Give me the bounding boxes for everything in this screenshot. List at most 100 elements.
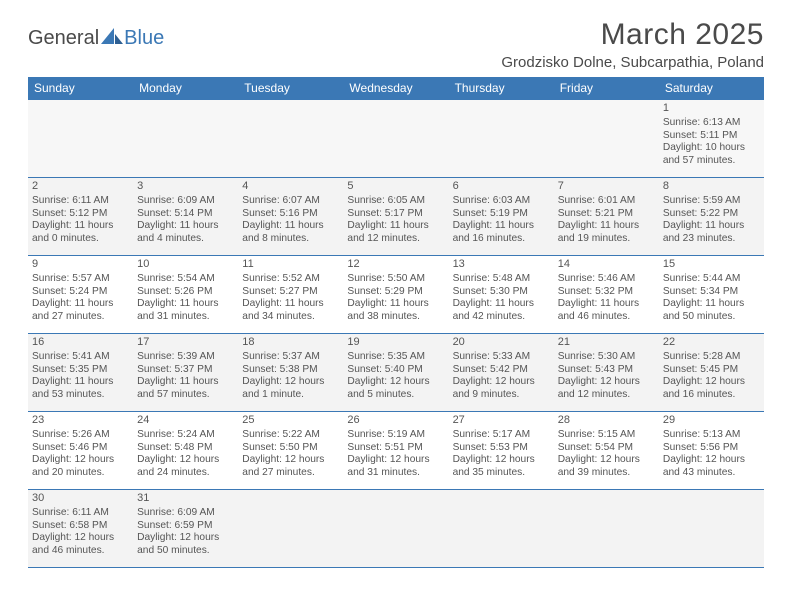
daylight-line: and 1 minute. (242, 389, 339, 402)
calendar-week-row: 1Sunrise: 6:13 AMSunset: 5:11 PMDaylight… (28, 100, 764, 178)
daylight-line: and 38 minutes. (347, 311, 444, 324)
day-header-row: Sunday Monday Tuesday Wednesday Thursday… (28, 77, 764, 100)
calendar-day-cell: 20Sunrise: 5:33 AMSunset: 5:42 PMDayligh… (449, 334, 554, 412)
sunrise-line: Sunrise: 5:52 AM (242, 273, 339, 286)
daylight-line: Daylight: 12 hours (453, 376, 550, 389)
daylight-line: and 4 minutes. (137, 233, 234, 246)
daylight-line: Daylight: 11 hours (453, 220, 550, 233)
sunset-line: Sunset: 5:54 PM (558, 442, 655, 455)
daylight-line: and 35 minutes. (453, 467, 550, 480)
daylight-line: and 31 minutes. (137, 311, 234, 324)
sunset-line: Sunset: 5:30 PM (453, 286, 550, 299)
sunset-line: Sunset: 5:45 PM (663, 364, 760, 377)
daylight-line: Daylight: 12 hours (32, 454, 129, 467)
daylight-line: Daylight: 12 hours (242, 454, 339, 467)
daylight-line: and 27 minutes. (242, 467, 339, 480)
sunrise-line: Sunrise: 6:07 AM (242, 195, 339, 208)
day-header: Saturday (659, 77, 764, 100)
sunset-line: Sunset: 5:51 PM (347, 442, 444, 455)
calendar-day-cell: 27Sunrise: 5:17 AMSunset: 5:53 PMDayligh… (449, 412, 554, 490)
sunset-line: Sunset: 5:37 PM (137, 364, 234, 377)
sunrise-line: Sunrise: 6:05 AM (347, 195, 444, 208)
day-header: Friday (554, 77, 659, 100)
daylight-line: Daylight: 12 hours (137, 454, 234, 467)
daylight-line: Daylight: 11 hours (137, 220, 234, 233)
sunrise-line: Sunrise: 5:44 AM (663, 273, 760, 286)
calendar-week-row: 2Sunrise: 6:11 AMSunset: 5:12 PMDaylight… (28, 178, 764, 256)
calendar-day-cell: 1Sunrise: 6:13 AMSunset: 5:11 PMDaylight… (659, 100, 764, 178)
sunrise-line: Sunrise: 5:24 AM (137, 429, 234, 442)
daylight-line: and 34 minutes. (242, 311, 339, 324)
logo-text-general: General (28, 27, 99, 50)
calendar-day-cell: 29Sunrise: 5:13 AMSunset: 5:56 PMDayligh… (659, 412, 764, 490)
day-number: 20 (453, 336, 550, 350)
calendar-day-cell: 22Sunrise: 5:28 AMSunset: 5:45 PMDayligh… (659, 334, 764, 412)
sunrise-line: Sunrise: 5:33 AM (453, 351, 550, 364)
daylight-line: and 27 minutes. (32, 311, 129, 324)
day-number: 16 (32, 336, 129, 350)
daylight-line: and 16 minutes. (453, 233, 550, 246)
day-number: 2 (32, 180, 129, 194)
sunrise-line: Sunrise: 5:46 AM (558, 273, 655, 286)
sunset-line: Sunset: 5:11 PM (663, 130, 760, 143)
sunrise-line: Sunrise: 5:59 AM (663, 195, 760, 208)
sunrise-line: Sunrise: 6:09 AM (137, 195, 234, 208)
sunset-line: Sunset: 5:42 PM (453, 364, 550, 377)
sunrise-line: Sunrise: 6:03 AM (453, 195, 550, 208)
day-number: 18 (242, 336, 339, 350)
daylight-line: and 9 minutes. (453, 389, 550, 402)
daylight-line: Daylight: 12 hours (558, 454, 655, 467)
sunset-line: Sunset: 5:24 PM (32, 286, 129, 299)
calendar-day-cell: 7Sunrise: 6:01 AMSunset: 5:21 PMDaylight… (554, 178, 659, 256)
daylight-line: and 31 minutes. (347, 467, 444, 480)
location-subtitle: Grodzisko Dolne, Subcarpathia, Poland (501, 54, 764, 71)
sunrise-line: Sunrise: 6:13 AM (663, 117, 760, 130)
daylight-line: and 42 minutes. (453, 311, 550, 324)
day-number: 27 (453, 414, 550, 428)
calendar-day-cell: 10Sunrise: 5:54 AMSunset: 5:26 PMDayligh… (133, 256, 238, 334)
sunrise-line: Sunrise: 6:11 AM (32, 507, 129, 520)
sunrise-line: Sunrise: 5:37 AM (242, 351, 339, 364)
month-title: March 2025 (501, 18, 764, 52)
day-number: 12 (347, 258, 444, 272)
calendar-day-cell (238, 100, 343, 178)
calendar-week-row: 23Sunrise: 5:26 AMSunset: 5:46 PMDayligh… (28, 412, 764, 490)
sunrise-line: Sunrise: 5:39 AM (137, 351, 234, 364)
daylight-line: Daylight: 12 hours (347, 376, 444, 389)
calendar-day-cell: 15Sunrise: 5:44 AMSunset: 5:34 PMDayligh… (659, 256, 764, 334)
daylight-line: Daylight: 11 hours (32, 376, 129, 389)
calendar-day-cell (343, 490, 448, 568)
calendar-day-cell (554, 490, 659, 568)
calendar-table: Sunday Monday Tuesday Wednesday Thursday… (28, 77, 764, 568)
sunset-line: Sunset: 5:22 PM (663, 208, 760, 221)
daylight-line: Daylight: 11 hours (558, 220, 655, 233)
calendar-day-cell: 3Sunrise: 6:09 AMSunset: 5:14 PMDaylight… (133, 178, 238, 256)
daylight-line: and 19 minutes. (558, 233, 655, 246)
calendar-day-cell: 28Sunrise: 5:15 AMSunset: 5:54 PMDayligh… (554, 412, 659, 490)
day-header: Thursday (449, 77, 554, 100)
calendar-day-cell: 25Sunrise: 5:22 AMSunset: 5:50 PMDayligh… (238, 412, 343, 490)
day-number: 14 (558, 258, 655, 272)
daylight-line: and 12 minutes. (558, 389, 655, 402)
day-number: 3 (137, 180, 234, 194)
sunset-line: Sunset: 5:40 PM (347, 364, 444, 377)
day-number: 21 (558, 336, 655, 350)
calendar-week-row: 16Sunrise: 5:41 AMSunset: 5:35 PMDayligh… (28, 334, 764, 412)
daylight-line: Daylight: 12 hours (347, 454, 444, 467)
day-number: 10 (137, 258, 234, 272)
calendar-day-cell: 12Sunrise: 5:50 AMSunset: 5:29 PMDayligh… (343, 256, 448, 334)
daylight-line: and 5 minutes. (347, 389, 444, 402)
daylight-line: Daylight: 12 hours (453, 454, 550, 467)
day-number: 17 (137, 336, 234, 350)
calendar-day-cell: 6Sunrise: 6:03 AMSunset: 5:19 PMDaylight… (449, 178, 554, 256)
sunset-line: Sunset: 5:19 PM (453, 208, 550, 221)
calendar-day-cell: 19Sunrise: 5:35 AMSunset: 5:40 PMDayligh… (343, 334, 448, 412)
sunrise-line: Sunrise: 5:13 AM (663, 429, 760, 442)
day-number: 1 (663, 102, 760, 116)
day-number: 15 (663, 258, 760, 272)
day-number: 9 (32, 258, 129, 272)
calendar-day-cell: 17Sunrise: 5:39 AMSunset: 5:37 PMDayligh… (133, 334, 238, 412)
calendar-day-cell: 9Sunrise: 5:57 AMSunset: 5:24 PMDaylight… (28, 256, 133, 334)
day-header: Monday (133, 77, 238, 100)
day-number: 5 (347, 180, 444, 194)
